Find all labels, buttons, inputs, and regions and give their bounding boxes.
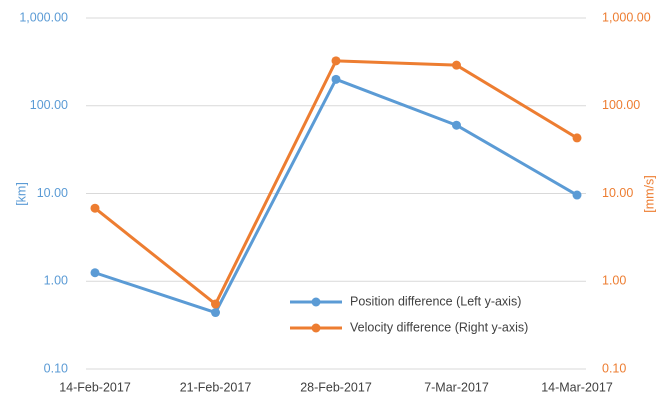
data-point bbox=[90, 268, 100, 278]
legend-marker bbox=[311, 297, 321, 307]
data-point bbox=[331, 56, 341, 66]
legend-label: Velocity difference (Right y-axis) bbox=[350, 320, 528, 334]
y-tick-label: 10.00 bbox=[37, 186, 68, 200]
y2-tick-label: 0.10 bbox=[602, 361, 626, 375]
legend-label: Position difference (Left y-axis) bbox=[350, 294, 521, 308]
y2-axis-title: [mm/s] bbox=[642, 175, 656, 213]
x-tick-label: 21-Feb-2017 bbox=[180, 380, 252, 394]
series-line bbox=[94, 77, 578, 315]
y-tick-label: 100.00 bbox=[30, 98, 68, 112]
x-tick-label: 14-Feb-2017 bbox=[59, 380, 131, 394]
data-point bbox=[572, 190, 582, 200]
legend-marker bbox=[311, 323, 321, 333]
data-point bbox=[211, 308, 220, 318]
y2-tick-label: 100.00 bbox=[602, 98, 640, 112]
data-point bbox=[331, 74, 341, 84]
data-point bbox=[572, 133, 582, 143]
series-line bbox=[94, 59, 578, 306]
x-tick-label: 28-Feb-2017 bbox=[300, 380, 372, 394]
data-point bbox=[211, 299, 220, 309]
y-tick-label: 1,000.00 bbox=[19, 10, 68, 24]
y2-tick-label: 1.00 bbox=[602, 274, 626, 288]
x-tick-label: 14-Mar-2017 bbox=[541, 380, 613, 394]
data-point bbox=[452, 120, 461, 130]
y-tick-label: 0.10 bbox=[44, 361, 68, 375]
y2-tick-label: 1,000.00 bbox=[602, 10, 651, 24]
x-tick-label: 7-Mar-2017 bbox=[424, 380, 489, 394]
y2-tick-label: 10.00 bbox=[602, 186, 633, 200]
y-tick-label: 1.00 bbox=[44, 274, 68, 288]
y-axis-title: [km] bbox=[14, 182, 28, 206]
data-point bbox=[452, 60, 461, 70]
data-point bbox=[90, 203, 100, 213]
